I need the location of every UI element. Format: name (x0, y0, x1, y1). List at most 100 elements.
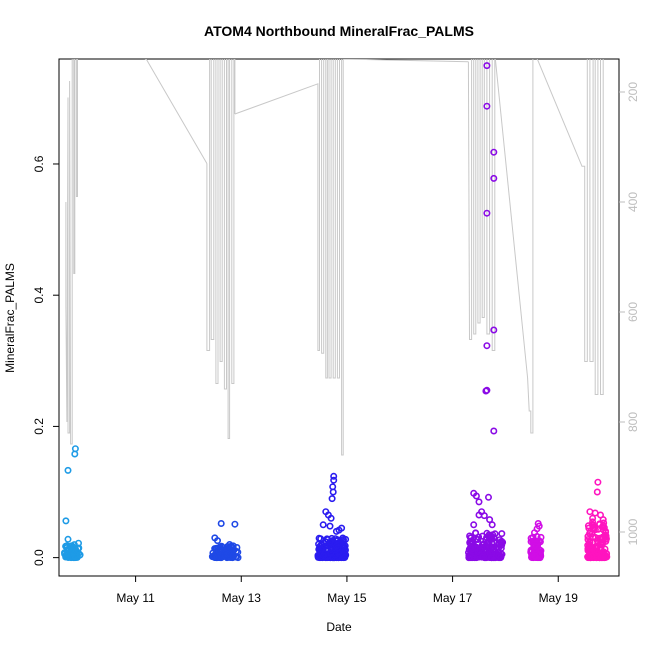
data-point (601, 553, 609, 561)
data-point (470, 521, 478, 529)
points-layer (60, 62, 611, 562)
data-point (488, 521, 496, 529)
x-tick-label: May 19 (539, 591, 579, 605)
data-point (483, 62, 491, 70)
data-point (231, 520, 239, 528)
data-point (530, 529, 538, 537)
data-point (213, 554, 221, 562)
data-point (599, 535, 607, 543)
data-point (475, 498, 483, 506)
data-point (498, 530, 506, 538)
data-point (498, 537, 506, 545)
data-point (319, 521, 327, 529)
data-point (329, 488, 337, 496)
data-point (483, 209, 491, 217)
data-point (471, 544, 479, 552)
data-point (326, 522, 334, 530)
altitude-trace-segment (342, 59, 469, 158)
series-4 (527, 519, 545, 562)
data-point (537, 533, 545, 541)
data-point (490, 148, 498, 156)
altitude-trace-segment (467, 59, 496, 351)
data-point (466, 544, 474, 552)
data-point (484, 493, 492, 501)
data-point (594, 478, 602, 486)
data-point (487, 554, 495, 562)
altitude-trace-segment (65, 59, 78, 445)
data-point (585, 553, 593, 561)
data-point (537, 547, 545, 555)
altitude-trace-segment (536, 59, 604, 395)
data-point (490, 326, 498, 334)
data-point (586, 537, 594, 545)
y-tick-label: 0.0 (32, 549, 46, 566)
data-point (71, 445, 79, 453)
data-point (64, 466, 72, 474)
data-point (62, 517, 70, 525)
data-point (472, 529, 480, 537)
data-point (229, 552, 237, 560)
series-2 (314, 472, 350, 562)
x-tick-label: May 13 (222, 591, 262, 605)
right-tick-label: 200 (626, 82, 640, 102)
data-point (214, 537, 222, 545)
data-point (586, 529, 594, 537)
data-point (335, 526, 343, 534)
data-point (589, 533, 597, 541)
data-point (467, 537, 475, 545)
data-point (531, 552, 539, 560)
x-tick-label: May 15 (327, 591, 367, 605)
data-point (465, 554, 473, 562)
data-point (593, 488, 601, 496)
data-point (486, 549, 494, 557)
data-point (63, 542, 71, 550)
altitude-trace-segment (144, 59, 208, 164)
data-point (599, 526, 607, 534)
data-point (326, 538, 334, 546)
altitude-trace-segment (527, 59, 534, 434)
series-1 (208, 519, 242, 562)
data-point (75, 539, 83, 547)
x-tick-label: May 11 (116, 591, 155, 605)
data-point (480, 512, 488, 520)
data-point (535, 537, 543, 545)
data-point (490, 174, 498, 182)
altitude-trace-segment (494, 59, 529, 379)
data-point (64, 535, 72, 543)
data-point (490, 427, 498, 435)
data-point (486, 516, 494, 524)
data-point (483, 102, 491, 110)
series-5 (584, 478, 611, 562)
data-point (327, 514, 335, 522)
data-point (489, 531, 497, 539)
data-point (589, 518, 597, 526)
right-tick-label: 400 (626, 192, 640, 212)
data-point (478, 532, 486, 540)
data-point (527, 534, 535, 542)
y-tick-label: 0.6 (32, 155, 46, 172)
data-point (341, 546, 349, 554)
x-axis-label: Date (326, 620, 352, 634)
data-point (76, 551, 84, 559)
data-point (593, 547, 601, 555)
data-point (320, 552, 328, 560)
data-point (468, 554, 476, 562)
data-point (585, 541, 593, 549)
data-point (483, 342, 491, 350)
data-point (482, 543, 490, 551)
data-point (497, 553, 505, 561)
data-point (330, 472, 338, 480)
data-point (321, 542, 329, 550)
data-point (599, 516, 607, 524)
altitude-trace-segment (234, 59, 344, 456)
data-point (330, 476, 338, 484)
data-point (322, 538, 330, 546)
altitude-trace-segment (206, 59, 236, 439)
right-tick-label: 1000 (626, 518, 640, 545)
data-point (589, 514, 597, 522)
data-point (482, 387, 490, 395)
data-point (217, 553, 225, 561)
data-point (217, 519, 225, 527)
data-point (209, 549, 217, 557)
